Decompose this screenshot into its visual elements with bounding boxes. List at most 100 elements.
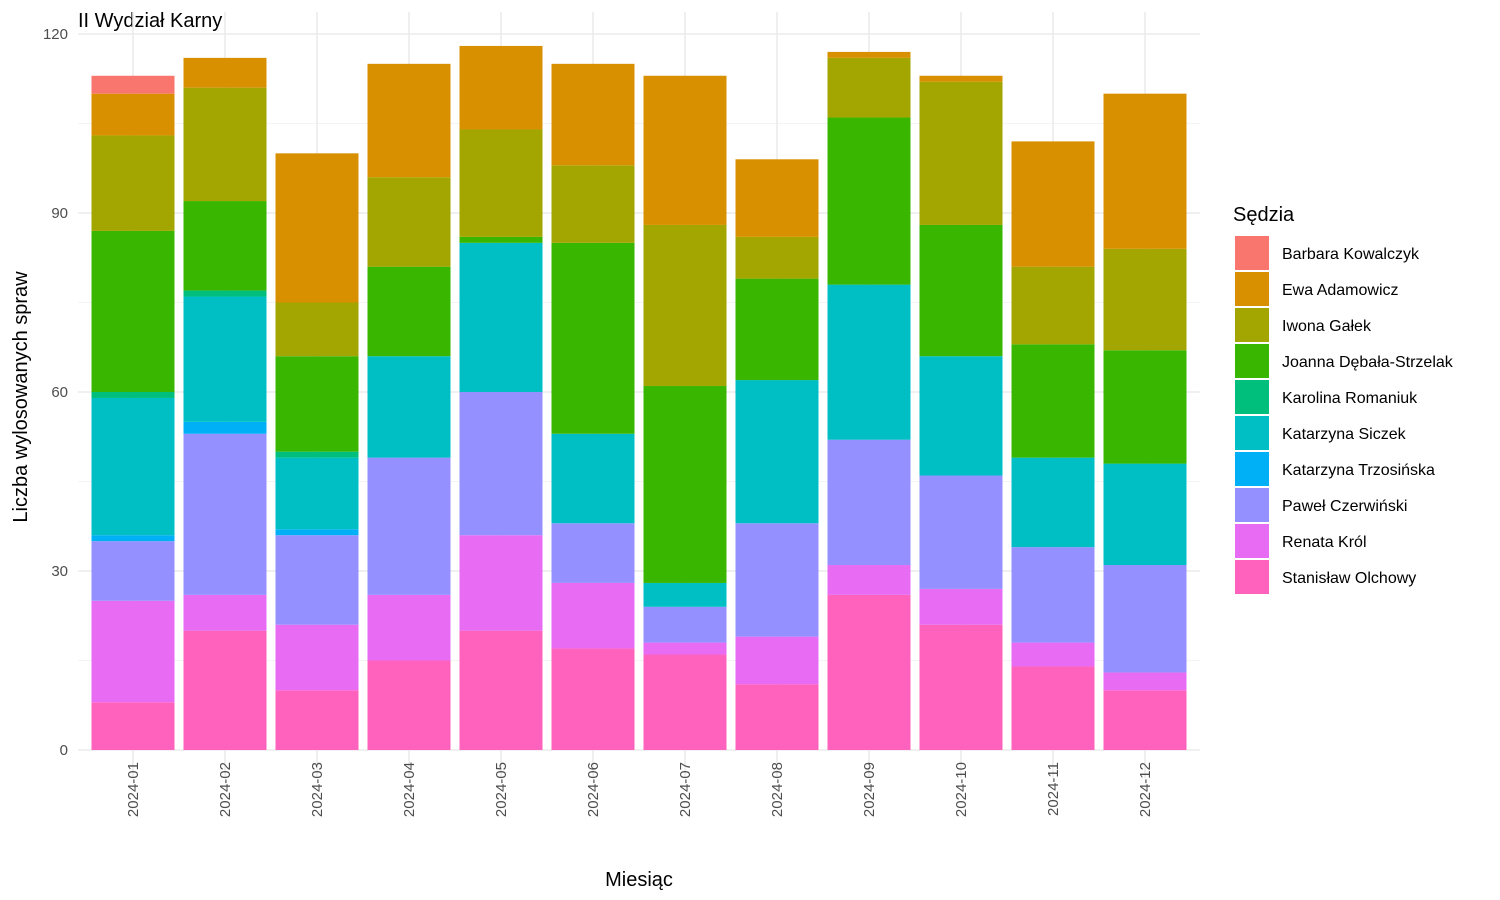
bar-segment: Katarzyna Siczek 2024-01: 23: [91, 397, 175, 536]
legend-key: [1235, 380, 1269, 414]
bar-segment: Katarzyna Siczek 2024-10: 20: [919, 356, 1003, 476]
x-tick-label: 2024-08: [769, 762, 786, 817]
legend-key: [1235, 524, 1269, 558]
legend-label: Joanna Dębała-Strzelak: [1282, 354, 1454, 371]
bar-segment: Iwona Gałek 2024-06: 13: [551, 165, 635, 243]
bar-segment: Karolina Romaniuk 2024-01: 1: [91, 392, 175, 398]
bars: Stanisław Olchowy 2024-01: 8Renata Król …: [91, 45, 1187, 750]
bar-segment: Katarzyna Siczek 2024-08: 24: [735, 380, 819, 524]
bar-segment: Joanna Dębała-Strzelak 2024-02: 15: [183, 201, 267, 291]
bar-segment: Stanisław Olchowy 2024-10: 21: [919, 624, 1003, 750]
bar-segment: Stanisław Olchowy 2024-08: 11: [735, 684, 819, 750]
bar-segment: Paweł Czerwiński 2024-03: 15: [275, 535, 359, 625]
bar-segment: Katarzyna Trzosińska 2024-02: 2: [183, 421, 267, 434]
bar-segment: Joanna Dębała-Strzelak 2024-08: 17: [735, 278, 819, 381]
bar-segment: Joanna Dębała-Strzelak 2024-04: 15: [367, 266, 451, 357]
bar-segment: Iwona Gałek 2024-03: 9: [275, 302, 359, 357]
x-tick-label: 2024-03: [309, 762, 326, 817]
bar-segment: Joanna Dębała-Strzelak 2024-03: 16: [275, 356, 359, 452]
bar-segment: Stanisław Olchowy 2024-11: 14: [1011, 666, 1095, 750]
bar-segment: Barbara Kowalczyk 2024-01: 3: [91, 75, 175, 94]
bar-segment: Paweł Czerwiński 2024-12: 18: [1103, 565, 1187, 673]
bar-segment: Iwona Gałek 2024-02: 19: [183, 87, 267, 202]
bar-segment: Joanna Dębała-Strzelak 2024-11: 19: [1011, 344, 1095, 458]
bar-segment: Stanisław Olchowy 2024-06: 17: [551, 648, 635, 750]
bar-segment: Renata Król 2024-10: 6: [919, 588, 1003, 625]
bar-segment: Stanisław Olchowy 2024-04: 15: [367, 660, 451, 750]
bar-segment: Iwona Gałek 2024-11: 13: [1011, 266, 1095, 345]
legend: Sędzia Barbara Kowalczyk Ewa Adamowicz Iwo…: [1233, 204, 1454, 594]
x-tick-label: 2024-06: [585, 762, 602, 817]
bar-segment: Joanna Dębała-Strzelak 2024-01: 27: [91, 230, 175, 392]
bar-segment: Katarzyna Siczek 2024-11: 15: [1011, 457, 1095, 548]
bar-segment: Paweł Czerwiński 2024-02: 27: [183, 433, 267, 595]
y-tick-label: 120: [43, 26, 68, 43]
legend-key: [1235, 308, 1269, 342]
bar-segment: Ewa Adamowicz 2024-08: 13: [735, 159, 819, 237]
bar-segment: Katarzyna Siczek 2024-05: 25: [459, 242, 543, 392]
bar-segment: Iwona Gałek 2024-01: 16: [91, 135, 175, 231]
legend-key: [1235, 416, 1269, 450]
bar-segment: Katarzyna Trzosińska 2024-03: 1: [275, 529, 359, 536]
legend-key: [1235, 344, 1269, 378]
legend-key: [1235, 272, 1269, 306]
bar-segment: Karolina Romaniuk 2024-02: 1: [183, 290, 267, 297]
bar-segment: Stanisław Olchowy 2024-05: 20: [459, 630, 543, 750]
legend-key: [1235, 452, 1269, 486]
bar-segment: Ewa Adamowicz 2024-04: 19: [367, 63, 451, 178]
bar-segment: Ewa Adamowicz 2024-02: 5: [183, 57, 267, 88]
bar-segment: Iwona Gałek 2024-05: 18: [459, 129, 543, 237]
chart-title: II Wydział Karny: [78, 10, 222, 32]
bar-segment: Renata Król 2024-08: 8: [735, 636, 819, 685]
legend-label: Iwona Gałek: [1282, 318, 1372, 335]
bar-segment: Paweł Czerwiński 2024-09: 21: [827, 439, 911, 566]
bar-segment: Ewa Adamowicz 2024-03: 25: [275, 153, 359, 303]
bar-segment: Renata Król 2024-03: 11: [275, 624, 359, 691]
bar-segment: Joanna Dębała-Strzelak 2024-06: 32: [551, 242, 635, 434]
x-tick-label: 2024-02: [217, 762, 234, 817]
bar-segment: Ewa Adamowicz 2024-10: 1: [919, 75, 1003, 82]
bar-segment: Ewa Adamowicz 2024-06: 17: [551, 63, 635, 166]
bar-segment: Renata Król 2024-07: 2: [643, 642, 727, 655]
bar-segment: Joanna Dębała-Strzelak 2024-10: 22: [919, 224, 1003, 357]
legend-label: Karolina Romaniuk: [1282, 390, 1418, 407]
legend-label: Barbara Kowalczyk: [1282, 246, 1420, 263]
bar-segment: Iwona Gałek 2024-04: 15: [367, 177, 451, 267]
bar-segment: Karolina Romaniuk 2024-03: 1: [275, 451, 359, 458]
bar-segment: Stanisław Olchowy 2024-02: 20: [183, 630, 267, 750]
bar-segment: Paweł Czerwiński 2024-07: 6: [643, 606, 727, 643]
bar-segment: Renata Król 2024-12: 3: [1103, 672, 1187, 691]
bar-segment: Katarzyna Trzosińska 2024-01: 1: [91, 535, 175, 542]
x-tick-label: 2024-05: [493, 762, 510, 817]
y-axis: 0 30 60 90 120: [43, 26, 68, 759]
x-tick-label: 2024-12: [1137, 762, 1154, 817]
bar-segment: Renata Król 2024-01: 17: [91, 600, 175, 703]
bar-segment: Stanisław Olchowy 2024-03: 10: [275, 690, 359, 750]
bar-segment: Katarzyna Siczek 2024-03: 12: [275, 457, 359, 530]
bar-segment: Ewa Adamowicz 2024-05: 14: [459, 45, 543, 130]
bar-segment: Joanna Dębała-Strzelak 2024-05: 1: [459, 236, 543, 243]
legend-label: Paweł Czerwiński: [1282, 498, 1407, 515]
x-tick-label: 2024-01: [125, 762, 142, 817]
bar-segment: Paweł Czerwiński 2024-08: 19: [735, 523, 819, 637]
legend-title: Sędzia: [1233, 204, 1295, 226]
bar-segment: Iwona Gałek 2024-08: 7: [735, 236, 819, 279]
bar-segment: Katarzyna Siczek 2024-04: 17: [367, 356, 451, 458]
bar-segment: Ewa Adamowicz 2024-07: 25: [643, 75, 727, 225]
bar-segment: Renata Król 2024-02: 6: [183, 594, 267, 631]
legend-key: [1235, 488, 1269, 522]
y-tick-label: 90: [51, 205, 68, 222]
bar-segment: Stanisław Olchowy 2024-12: 10: [1103, 690, 1187, 750]
bar-segment: Renata Król 2024-11: 4: [1011, 642, 1095, 667]
bar-segment: Ewa Adamowicz 2024-09: 1: [827, 51, 911, 58]
bar-segment: Joanna Dębała-Strzelak 2024-12: 19: [1103, 350, 1187, 464]
bar-segment: Iwona Gałek 2024-12: 17: [1103, 248, 1187, 351]
x-tick-label: 2024-10: [953, 762, 970, 817]
bar-segment: Ewa Adamowicz 2024-01: 7: [91, 93, 175, 136]
bar-segment: Renata Król 2024-09: 5: [827, 565, 911, 595]
x-axis-title: Miesiąc: [605, 869, 673, 891]
bar-segment: Katarzyna Siczek 2024-02: 21: [183, 296, 267, 422]
legend-label: Katarzyna Trzosińska: [1282, 462, 1435, 479]
legend-label: Stanisław Olchowy: [1282, 570, 1416, 587]
